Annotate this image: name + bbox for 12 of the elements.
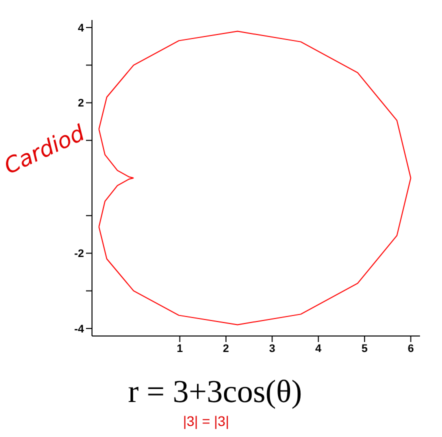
x-tick-label: 6 (408, 342, 414, 355)
x-tick-label: 5 (362, 342, 368, 355)
x-tick-label: 1 (176, 342, 183, 355)
x-tick-label: 2 (222, 342, 230, 355)
text: |3| = |3| (183, 413, 230, 429)
x-tick-label: 4 (315, 342, 322, 355)
y-tick-label: -2 (74, 248, 84, 260)
y-tick-label: -4 (74, 323, 85, 336)
x-tick-label: 3 (269, 342, 276, 355)
y-tick-label: 4 (78, 22, 85, 34)
y-tick-label: 2 (78, 98, 84, 110)
text: r = 3+3cos(θ) (128, 373, 302, 410)
